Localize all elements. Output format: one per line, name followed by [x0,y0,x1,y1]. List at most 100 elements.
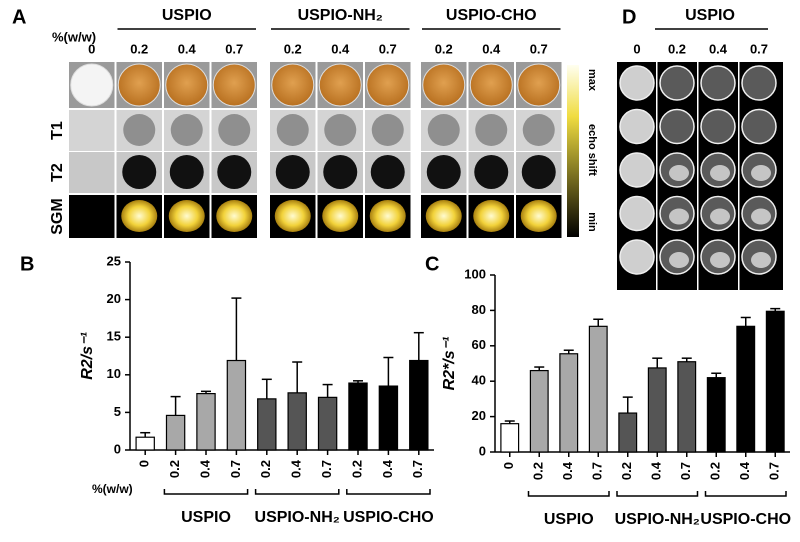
y-tick-label: 15 [107,329,121,344]
y-tick-label: 20 [107,291,121,306]
x-tick-label: 0.4 [197,459,212,478]
bar [559,353,579,453]
spot [276,114,309,146]
spot [170,114,203,146]
bar [257,398,277,451]
patch [710,208,730,225]
spot [474,155,509,189]
x-tick-label: 0.2 [349,460,364,478]
row-label: SGM [49,198,66,234]
x-tick-label: 0.2 [531,462,546,480]
x-tick-label: 0 [501,462,516,469]
well [517,63,561,107]
spot [371,114,404,146]
x-tick-label: 0.2 [708,462,723,480]
spot [425,200,462,232]
spot [521,155,556,189]
bar [317,396,338,451]
bar [378,385,399,451]
group-bracket [616,491,699,497]
column-label: 0.4 [331,41,350,56]
group-label: USPIO-NH₂ [255,509,340,526]
bar [736,325,756,453]
x-tick-label: 0.7 [678,462,693,480]
bar [765,310,785,453]
x-tick-label: 0 [137,460,152,467]
bar [196,393,216,451]
image-cell [69,195,115,238]
patch [669,208,689,225]
well [700,65,736,101]
x-tick-label: 0.7 [410,460,425,478]
image-cell [69,110,115,151]
y-tick-label: 0 [479,443,486,458]
well [271,63,315,107]
well [619,152,655,188]
spot [168,200,205,232]
well [318,63,362,107]
y-tick-label: 20 [472,408,486,423]
y-tick-label: 10 [107,366,121,381]
column-label: 0.4 [709,41,728,56]
x-tick-label: 0.7 [228,460,243,478]
x-tick-label: 0.2 [619,462,634,480]
image-divider [697,62,699,290]
group-header: USPIO [162,7,212,24]
spot [121,200,158,232]
bar [677,361,697,453]
well [70,63,114,107]
well [117,63,161,107]
column-label: 0.7 [225,41,243,56]
bar [529,369,549,453]
group-label: USPIO [544,511,594,528]
spot [122,155,157,189]
column-label: 0.2 [284,41,302,56]
spot [369,200,406,232]
group-header: USPIO-NH₂ [298,7,383,24]
bar [706,377,726,453]
bar [165,414,186,451]
spot [473,200,510,232]
spot [123,114,156,146]
x-tick-label: 0.4 [289,459,304,478]
column-label: 0.2 [435,41,453,56]
spot [217,155,252,189]
y-axis-label: R2*/s⁻¹ [441,336,458,390]
bar [647,367,667,453]
patch [669,252,689,268]
bar [135,436,155,451]
well [212,63,256,107]
column-label: 0.7 [530,41,548,56]
bar [226,359,247,451]
well [659,65,695,101]
image-divider [738,62,740,290]
colorbar-label: echo shift [586,124,598,176]
well [659,108,695,145]
row-label: T1 [49,121,66,140]
spot [323,155,358,189]
image-divider [656,62,658,290]
y-tick-label: 0 [114,441,121,456]
group-label: USPIO [181,509,231,526]
group-bracket [704,491,787,497]
spot [218,114,251,146]
bar [618,412,638,453]
well [619,65,655,101]
x-tick-label: 0.4 [560,461,575,480]
spot [322,200,359,232]
bar [588,325,608,453]
well [741,65,777,101]
y-tick-label: 5 [114,404,121,419]
group-bracket [527,491,610,497]
well [165,63,209,107]
colorbar-label: min [586,212,598,232]
x-tick-label: 0.7 [319,460,334,478]
x-tick-label: 0.4 [649,461,664,480]
y-tick-label: 80 [472,302,486,317]
patch [669,165,689,181]
patch [751,252,771,268]
spot [427,114,460,146]
x-tick-label: 0.4 [380,459,395,478]
group-label: USPIO-CHO [700,511,791,528]
